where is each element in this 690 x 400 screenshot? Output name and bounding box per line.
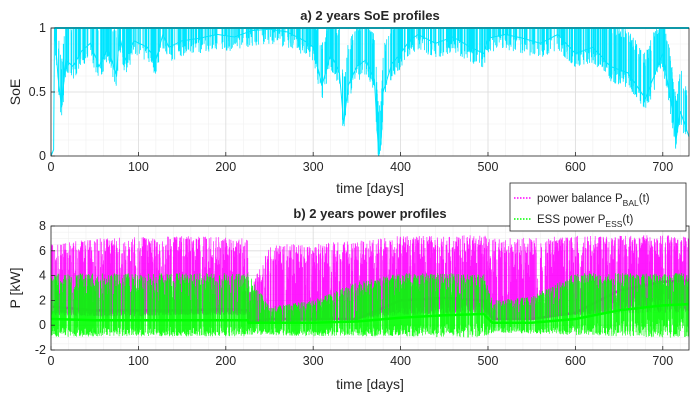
power-y-tick-label: 8 bbox=[39, 219, 46, 233]
ess-power-core bbox=[51, 302, 689, 324]
soe-fluctuations bbox=[54, 28, 688, 156]
soe-y-tick-label: 0 bbox=[39, 149, 46, 163]
soe-x-tick-label: 500 bbox=[478, 160, 499, 174]
legend-label-ess-power: ESS power PESS(t) bbox=[537, 214, 633, 229]
soe-x-tick-label: 200 bbox=[215, 160, 236, 174]
ess-power-series bbox=[51, 273, 689, 338]
soe-x-tick-label: 400 bbox=[390, 160, 411, 174]
legend-power-balance-tail: (t) bbox=[639, 193, 650, 205]
soe-x-tick-label: 0 bbox=[48, 160, 55, 174]
power-x-tick-label: 600 bbox=[565, 354, 586, 368]
legend-power-balance-sub: BAL bbox=[623, 198, 639, 208]
power-y-tick-label: 4 bbox=[39, 269, 46, 283]
legend-ess-power-main: ESS power P bbox=[537, 214, 606, 226]
power-y-tick-label: 0 bbox=[39, 318, 46, 332]
soe-x-tick-label: 600 bbox=[565, 160, 586, 174]
legend-ess-power-sub: ESS bbox=[605, 219, 622, 229]
soe-x-tick-label: 100 bbox=[128, 160, 149, 174]
power-x-axis-label: time [days] bbox=[336, 376, 404, 392]
soe-x-tick-label: 700 bbox=[652, 160, 673, 174]
soe-y-tick-label: 1 bbox=[39, 21, 46, 35]
legend-label-power-balance: power balance PBAL(t) bbox=[537, 193, 650, 208]
power-x-tick-label: 700 bbox=[652, 354, 673, 368]
soe-chart-title: a) 2 years SoE profiles bbox=[300, 8, 439, 23]
power-y-tick-label: 6 bbox=[39, 244, 46, 258]
soe-y-tick-label: 0.5 bbox=[29, 85, 46, 99]
soe-x-tick-label: 300 bbox=[303, 160, 324, 174]
power-chart: b) 2 years power profiles 0 100 200 300 400 5… bbox=[7, 182, 690, 392]
power-x-tick-label: 500 bbox=[478, 354, 499, 368]
legend-ess-power-tail: (t) bbox=[622, 214, 633, 226]
legend-power-balance-main: power balance P bbox=[537, 193, 623, 205]
power-x-tick-label: 300 bbox=[303, 354, 324, 368]
power-legend: power balance PBAL(t) ESS power PESS(t) bbox=[509, 182, 687, 232]
legend-box bbox=[509, 182, 687, 232]
power-x-tick-label: 200 bbox=[215, 354, 236, 368]
soe-chart: a) 2 years SoE profiles 0 100 200 300 400 500… bbox=[7, 8, 690, 196]
soe-ticks: 0 100 200 300 400 500 600 700 0 0.5 1 bbox=[29, 21, 674, 174]
soe-x-axis-label: time [days] bbox=[336, 180, 404, 196]
power-x-tick-label: 400 bbox=[390, 354, 411, 368]
power-y-tick-label: 2 bbox=[39, 293, 46, 307]
power-x-tick-label: 0 bbox=[48, 354, 55, 368]
power-chart-title: b) 2 years power profiles bbox=[293, 206, 446, 221]
power-y-axis-label: P [kW] bbox=[7, 268, 23, 309]
power-y-tick-label: -2 bbox=[35, 343, 46, 357]
power-x-tick-label: 100 bbox=[128, 354, 149, 368]
power-plot-frame bbox=[50, 225, 690, 351]
soe-y-axis-label: SoE bbox=[7, 79, 23, 105]
